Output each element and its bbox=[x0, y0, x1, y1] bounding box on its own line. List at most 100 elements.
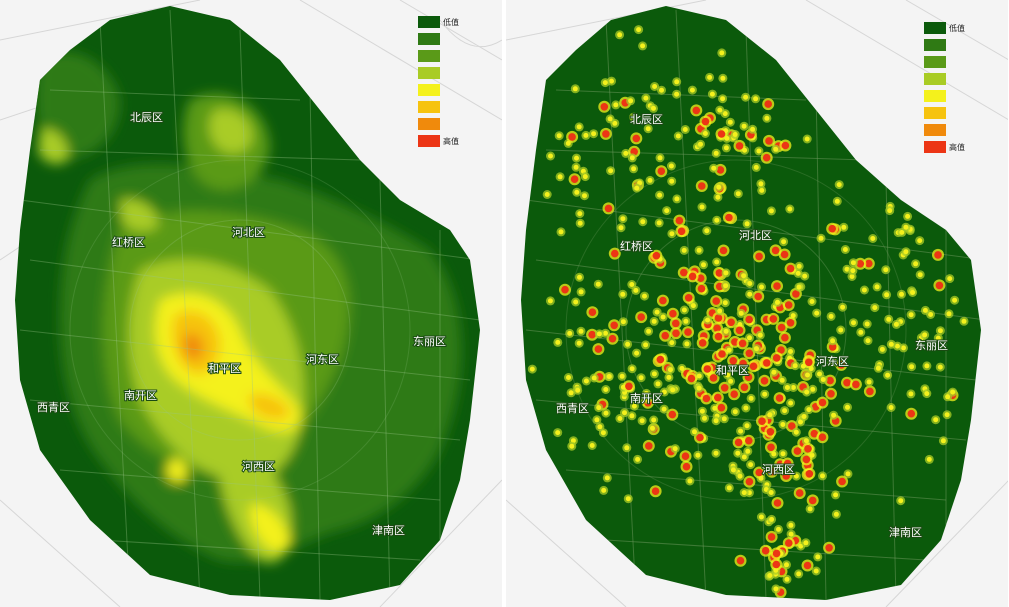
hotspot-point bbox=[582, 193, 587, 199]
hotspot-point bbox=[698, 339, 707, 347]
hotspot-point bbox=[750, 126, 756, 132]
hotspot-point bbox=[650, 425, 655, 431]
hotspot-point bbox=[836, 182, 842, 188]
hotspot-point bbox=[703, 365, 712, 373]
hotspot-point bbox=[745, 436, 753, 445]
hotspot-point bbox=[790, 385, 796, 390]
hotspot-point bbox=[631, 114, 637, 120]
legend-swatch bbox=[418, 33, 440, 45]
hotspot-point bbox=[772, 354, 781, 362]
hotspot-point bbox=[594, 417, 600, 423]
hotspot-point bbox=[623, 150, 629, 156]
legend-swatch bbox=[924, 107, 946, 119]
left-map-panel: 北辰区 红桥区 河北区 东丽区 河东区 和平区 南开区 西青区 河西区 津南区 … bbox=[0, 0, 502, 607]
hotspot-point bbox=[745, 349, 754, 358]
hotspot-point bbox=[699, 204, 705, 210]
hotspot-point bbox=[802, 273, 808, 279]
hotspot-point bbox=[788, 531, 794, 537]
label-xiqing: 西青区 bbox=[556, 402, 589, 415]
hotspot-point bbox=[713, 418, 719, 424]
hotspot-point bbox=[701, 262, 706, 268]
hotspot-point bbox=[903, 224, 909, 230]
legend-swatch bbox=[924, 124, 946, 136]
hotspot-point bbox=[687, 374, 696, 383]
hotspot-point bbox=[674, 196, 680, 202]
hotspot-point bbox=[735, 191, 741, 197]
hotspot-point bbox=[807, 506, 813, 512]
hotspot-point bbox=[720, 384, 729, 392]
hotspot-halo bbox=[705, 591, 718, 600]
hotspot-point bbox=[805, 470, 814, 478]
hotspot-point bbox=[888, 405, 894, 410]
hotspot-point bbox=[838, 327, 844, 333]
hotspot-point bbox=[748, 395, 754, 401]
hotspot-point bbox=[887, 208, 893, 214]
hotspot-point bbox=[893, 321, 899, 327]
hotspot-point bbox=[743, 94, 749, 100]
hotspot-point bbox=[629, 282, 635, 287]
hotspot-point bbox=[634, 350, 640, 356]
hotspot-point bbox=[702, 131, 708, 136]
hotspot-point bbox=[720, 96, 726, 102]
hotspot-point bbox=[926, 456, 932, 462]
hotspot-point bbox=[577, 274, 582, 280]
hotspot-point bbox=[573, 164, 579, 170]
hotspot-point bbox=[818, 398, 827, 407]
hotspot-point bbox=[591, 375, 597, 381]
hotspot-point bbox=[769, 516, 775, 522]
hotspot-point bbox=[651, 417, 657, 423]
hotspot-point bbox=[669, 309, 677, 318]
hotspot-point bbox=[870, 236, 876, 241]
hotspot-point bbox=[757, 332, 763, 338]
hotspot-point bbox=[874, 284, 880, 290]
hotspot-point bbox=[717, 107, 723, 113]
hotspot-point bbox=[603, 387, 609, 392]
hotspot-point bbox=[781, 239, 787, 245]
hotspot-point bbox=[809, 299, 815, 304]
hotspot-point bbox=[788, 422, 796, 430]
hotspot-point bbox=[845, 471, 851, 477]
background-streets bbox=[506, 0, 1008, 607]
hotspot-point bbox=[638, 375, 644, 381]
hotspot-point bbox=[645, 442, 653, 450]
hotspot-point bbox=[886, 316, 892, 322]
hotspot-point bbox=[901, 345, 906, 351]
hotspot-point bbox=[661, 331, 669, 340]
hotspot-point bbox=[787, 206, 793, 212]
hotspot-point bbox=[622, 410, 627, 416]
hotspot-point bbox=[716, 166, 725, 174]
hotspot-point bbox=[764, 115, 770, 121]
hotspot-point bbox=[636, 27, 642, 33]
legend-swatch bbox=[418, 118, 440, 130]
hotspot-point bbox=[762, 153, 771, 162]
hotspot-point bbox=[735, 326, 744, 335]
hotspot-point bbox=[738, 310, 744, 316]
hotspot-point bbox=[772, 560, 781, 569]
hotspot-halo bbox=[510, 161, 519, 170]
hotspot-point bbox=[613, 102, 619, 108]
hotspot-point bbox=[928, 312, 934, 317]
hotspot-point bbox=[875, 365, 881, 371]
hotspot-point bbox=[758, 514, 764, 520]
hotspot-point bbox=[828, 343, 837, 351]
hotspot-point bbox=[767, 533, 776, 541]
hotspot-point bbox=[631, 403, 637, 409]
hotspot-point bbox=[718, 350, 726, 358]
hotspot-point bbox=[667, 367, 673, 373]
road-network bbox=[19, 9, 480, 600]
hotspot-point bbox=[947, 211, 953, 217]
hotspot-point bbox=[699, 408, 705, 414]
hotspot-point bbox=[748, 462, 754, 468]
hotspot-point bbox=[544, 192, 550, 197]
hotspot-point bbox=[618, 225, 624, 231]
hotspot-point bbox=[840, 304, 846, 310]
label-beichen: 北辰区 bbox=[130, 111, 163, 124]
hotspot-point bbox=[781, 141, 790, 150]
hotspot-point bbox=[784, 301, 793, 309]
hotspot-point bbox=[574, 189, 580, 195]
hotspot-point bbox=[773, 282, 781, 290]
hotspot-point bbox=[634, 185, 640, 191]
hotspot-point bbox=[629, 413, 635, 419]
hotspot-point bbox=[880, 158, 886, 164]
